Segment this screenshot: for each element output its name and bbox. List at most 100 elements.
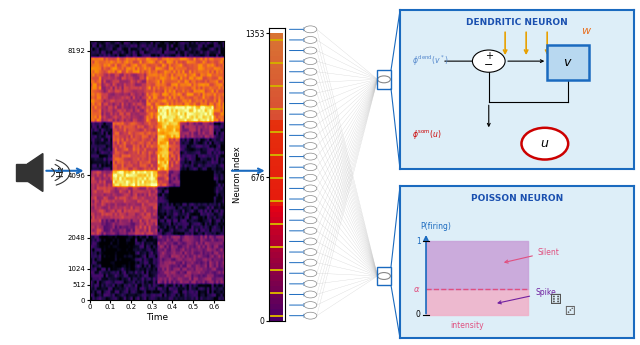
Bar bbox=[271, 131, 284, 132]
Bar bbox=[271, 315, 284, 321]
Bar bbox=[271, 189, 284, 194]
FancyBboxPatch shape bbox=[16, 164, 28, 181]
Bar bbox=[271, 108, 284, 109]
Bar bbox=[271, 315, 284, 316]
Bar bbox=[271, 51, 284, 56]
Bar bbox=[271, 258, 284, 263]
Bar bbox=[271, 177, 284, 178]
Circle shape bbox=[304, 37, 317, 43]
Bar bbox=[271, 125, 284, 131]
Bar bbox=[271, 56, 284, 62]
Y-axis label: Neuron index: Neuron index bbox=[234, 146, 243, 203]
Circle shape bbox=[304, 227, 317, 234]
Text: −: − bbox=[484, 60, 493, 70]
Bar bbox=[271, 292, 284, 294]
Circle shape bbox=[304, 111, 317, 118]
Circle shape bbox=[304, 68, 317, 75]
Circle shape bbox=[304, 58, 317, 65]
Circle shape bbox=[304, 291, 317, 298]
Y-axis label: Hz: Hz bbox=[56, 165, 65, 177]
Bar bbox=[271, 286, 284, 292]
Bar bbox=[271, 97, 284, 102]
Bar bbox=[271, 246, 284, 247]
Circle shape bbox=[304, 100, 317, 107]
Text: DENDRITIC NEURON: DENDRITIC NEURON bbox=[466, 18, 568, 27]
Bar bbox=[271, 246, 284, 252]
Bar bbox=[271, 33, 284, 39]
Bar bbox=[271, 252, 284, 258]
Bar bbox=[271, 280, 284, 286]
FancyBboxPatch shape bbox=[547, 45, 589, 80]
Bar bbox=[271, 229, 284, 235]
Bar bbox=[271, 269, 284, 275]
Circle shape bbox=[304, 196, 317, 203]
Bar bbox=[271, 73, 284, 79]
Text: P(firing): P(firing) bbox=[420, 221, 451, 231]
Bar bbox=[271, 183, 284, 189]
Bar bbox=[271, 120, 284, 125]
Circle shape bbox=[304, 164, 317, 171]
Text: Spike: Spike bbox=[498, 288, 556, 304]
Circle shape bbox=[304, 26, 317, 33]
Bar bbox=[271, 206, 284, 211]
Bar bbox=[271, 154, 284, 156]
Circle shape bbox=[304, 238, 317, 245]
Circle shape bbox=[304, 79, 317, 86]
Circle shape bbox=[304, 249, 317, 256]
Circle shape bbox=[304, 259, 317, 266]
Bar bbox=[271, 223, 284, 225]
Text: POISSON NEURON: POISSON NEURON bbox=[470, 194, 563, 203]
Bar bbox=[271, 240, 284, 246]
Bar bbox=[271, 217, 284, 223]
Bar bbox=[271, 275, 284, 280]
Text: $\it{v}$: $\it{v}$ bbox=[563, 56, 573, 69]
Bar bbox=[271, 200, 284, 201]
Circle shape bbox=[304, 280, 317, 287]
Circle shape bbox=[304, 174, 317, 181]
Bar bbox=[271, 79, 284, 85]
Bar bbox=[271, 235, 284, 240]
Bar bbox=[271, 166, 284, 171]
Bar bbox=[271, 223, 284, 229]
Bar bbox=[271, 45, 284, 51]
Text: intensity: intensity bbox=[450, 321, 484, 330]
Bar bbox=[271, 177, 284, 183]
Bar bbox=[271, 194, 284, 200]
Text: $\phi^{\rm dend}(v^*)$: $\phi^{\rm dend}(v^*)$ bbox=[412, 54, 449, 68]
Bar bbox=[271, 148, 284, 154]
Circle shape bbox=[304, 185, 317, 192]
Bar bbox=[271, 200, 284, 206]
Bar bbox=[271, 62, 284, 63]
Bar bbox=[271, 298, 284, 304]
Circle shape bbox=[378, 76, 390, 83]
Bar bbox=[271, 142, 284, 148]
Text: $\phi^{\rm som}(u)$: $\phi^{\rm som}(u)$ bbox=[412, 128, 441, 141]
Circle shape bbox=[378, 273, 390, 279]
Bar bbox=[271, 171, 284, 177]
Bar bbox=[271, 309, 284, 315]
Bar bbox=[271, 85, 284, 87]
Bar bbox=[271, 102, 284, 108]
Bar bbox=[271, 39, 284, 45]
Bar bbox=[271, 304, 284, 309]
Text: 0: 0 bbox=[416, 310, 420, 319]
Circle shape bbox=[304, 153, 317, 160]
Text: $\alpha$: $\alpha$ bbox=[413, 285, 420, 294]
Text: Silent: Silent bbox=[505, 248, 560, 263]
Circle shape bbox=[522, 128, 568, 159]
Bar bbox=[271, 160, 284, 166]
Circle shape bbox=[304, 142, 317, 149]
Text: 1: 1 bbox=[416, 237, 420, 246]
Bar bbox=[271, 108, 284, 114]
Bar bbox=[271, 114, 284, 120]
Text: ⚂: ⚂ bbox=[564, 305, 575, 318]
Circle shape bbox=[304, 47, 317, 54]
Bar bbox=[271, 91, 284, 97]
Circle shape bbox=[304, 270, 317, 277]
Bar bbox=[271, 85, 284, 91]
Circle shape bbox=[304, 206, 317, 213]
Circle shape bbox=[304, 302, 317, 308]
Bar bbox=[271, 39, 284, 40]
Bar bbox=[271, 137, 284, 142]
Bar bbox=[271, 154, 284, 160]
